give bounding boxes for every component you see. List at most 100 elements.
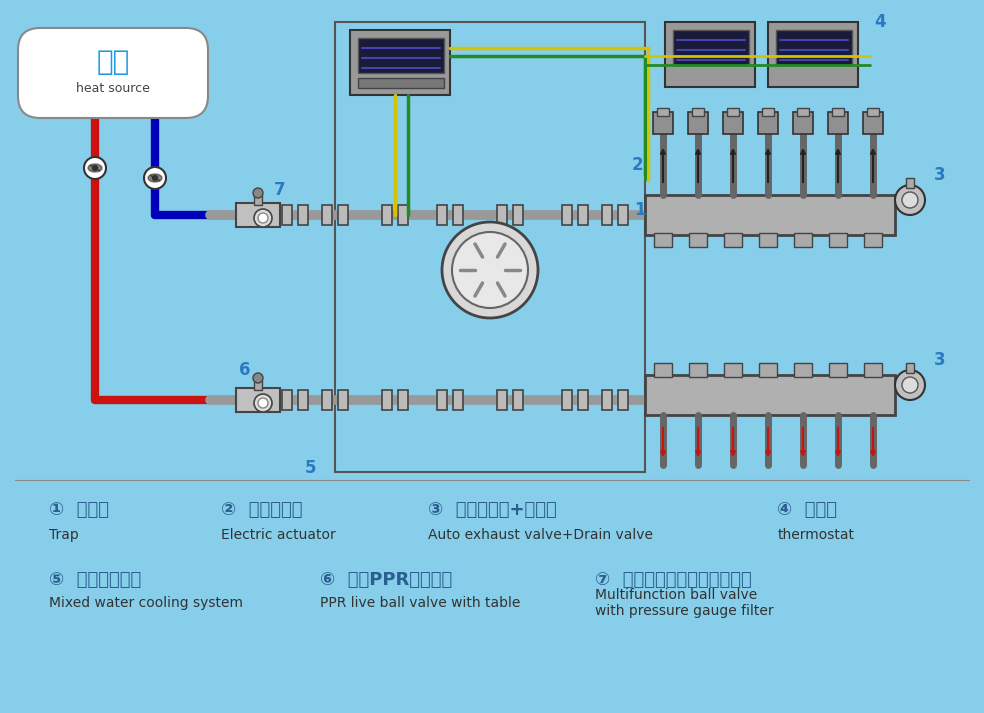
Bar: [654, 233, 672, 247]
Text: 3: 3: [934, 166, 946, 184]
Circle shape: [452, 232, 528, 308]
Bar: [758, 112, 778, 134]
Circle shape: [254, 209, 272, 227]
Text: ⑥  带表PPR活接球阀: ⑥ 带表PPR活接球阀: [320, 571, 452, 589]
Circle shape: [92, 165, 97, 170]
Text: ②  电热执行器: ② 电热执行器: [221, 501, 303, 519]
Bar: [437, 205, 447, 225]
Polygon shape: [88, 165, 100, 172]
Text: 3: 3: [934, 351, 946, 369]
Text: Multifunction ball valve
with pressure gauge filter: Multifunction ball valve with pressure g…: [595, 588, 774, 618]
Bar: [382, 205, 392, 225]
Bar: [578, 390, 588, 410]
Text: 7: 7: [275, 181, 285, 199]
Bar: [759, 233, 777, 247]
Bar: [254, 380, 262, 390]
Bar: [645, 195, 895, 235]
Bar: [298, 205, 308, 225]
Polygon shape: [148, 175, 160, 182]
Bar: [338, 390, 348, 410]
Bar: [358, 38, 444, 73]
Circle shape: [902, 377, 918, 393]
Bar: [797, 108, 809, 116]
Text: Auto exhaust valve+Drain valve: Auto exhaust valve+Drain valve: [428, 528, 653, 542]
Text: 6: 6: [239, 361, 251, 379]
Text: ③  自动排气阀+泄水阀: ③ 自动排气阀+泄水阀: [428, 501, 557, 519]
Text: 1: 1: [635, 201, 646, 219]
Bar: [688, 112, 708, 134]
Bar: [322, 390, 332, 410]
Bar: [398, 390, 408, 410]
Bar: [382, 390, 392, 410]
Bar: [727, 108, 739, 116]
Bar: [665, 22, 755, 87]
Text: 2: 2: [631, 156, 643, 174]
Bar: [602, 390, 612, 410]
Circle shape: [253, 188, 263, 198]
Bar: [829, 363, 847, 377]
Bar: [453, 205, 463, 225]
Bar: [793, 112, 813, 134]
Text: 热源: 热源: [96, 48, 130, 76]
Bar: [437, 390, 447, 410]
Circle shape: [253, 373, 263, 383]
Bar: [513, 390, 523, 410]
Bar: [282, 390, 292, 410]
Bar: [828, 112, 848, 134]
Bar: [298, 390, 308, 410]
Bar: [867, 108, 879, 116]
Text: ⑦  多功能带压力表过滤器球阀: ⑦ 多功能带压力表过滤器球阀: [595, 571, 752, 589]
Bar: [254, 195, 262, 205]
Bar: [762, 108, 774, 116]
Bar: [776, 30, 852, 65]
Circle shape: [258, 213, 268, 223]
Bar: [692, 108, 704, 116]
Text: ①  分水器: ① 分水器: [49, 501, 109, 519]
Circle shape: [84, 157, 106, 179]
Bar: [350, 30, 450, 95]
Bar: [906, 178, 914, 188]
Bar: [562, 205, 572, 225]
Bar: [759, 363, 777, 377]
Bar: [497, 390, 507, 410]
Bar: [282, 205, 292, 225]
Bar: [653, 112, 673, 134]
Bar: [578, 205, 588, 225]
Bar: [453, 390, 463, 410]
Bar: [654, 363, 672, 377]
Bar: [673, 30, 749, 65]
Bar: [657, 108, 669, 116]
Bar: [768, 22, 858, 87]
Bar: [864, 233, 882, 247]
FancyBboxPatch shape: [18, 28, 208, 118]
Polygon shape: [150, 174, 162, 181]
Text: Mixed water cooling system: Mixed water cooling system: [49, 596, 243, 610]
Bar: [398, 205, 408, 225]
Circle shape: [258, 398, 268, 408]
Text: ⑤  混水降温系统: ⑤ 混水降温系统: [49, 571, 142, 589]
Bar: [689, 233, 707, 247]
Circle shape: [153, 175, 157, 180]
Text: 5: 5: [304, 459, 316, 477]
Bar: [794, 233, 812, 247]
Text: heat source: heat source: [76, 81, 150, 95]
Bar: [497, 205, 507, 225]
Bar: [236, 203, 280, 227]
Bar: [562, 390, 572, 410]
Bar: [689, 363, 707, 377]
Circle shape: [442, 222, 538, 318]
Bar: [829, 233, 847, 247]
Text: Electric actuator: Electric actuator: [221, 528, 337, 542]
Text: PPR live ball valve with table: PPR live ball valve with table: [320, 596, 521, 610]
Circle shape: [902, 192, 918, 208]
Circle shape: [895, 185, 925, 215]
Circle shape: [144, 167, 166, 189]
Text: 4: 4: [874, 13, 886, 31]
Bar: [602, 205, 612, 225]
Bar: [236, 388, 280, 412]
Text: thermostat: thermostat: [777, 528, 854, 542]
Bar: [832, 108, 844, 116]
Bar: [724, 363, 742, 377]
Bar: [335, 22, 645, 472]
Bar: [864, 363, 882, 377]
